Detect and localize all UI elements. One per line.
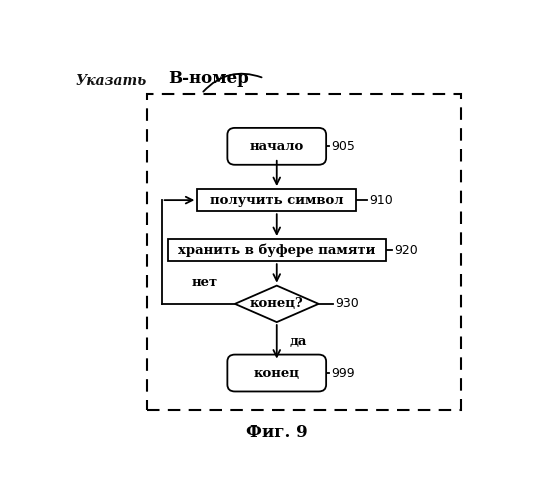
FancyBboxPatch shape xyxy=(227,355,326,392)
Text: Фиг. 9: Фиг. 9 xyxy=(246,424,308,441)
Text: Указать: Указать xyxy=(76,74,147,88)
Text: 999: 999 xyxy=(331,367,355,380)
Text: 910: 910 xyxy=(369,194,393,207)
Text: хранить в буфере памяти: хранить в буфере памяти xyxy=(178,244,375,257)
Text: конец: конец xyxy=(254,367,300,380)
Text: В-номер: В-номер xyxy=(168,70,249,87)
FancyBboxPatch shape xyxy=(227,128,326,165)
Text: получить символ: получить символ xyxy=(210,194,343,207)
Bar xyxy=(197,189,356,211)
Text: 920: 920 xyxy=(394,244,417,256)
Text: начало: начало xyxy=(249,140,304,153)
Text: 930: 930 xyxy=(335,297,359,310)
Polygon shape xyxy=(235,285,319,322)
Text: да: да xyxy=(289,335,307,348)
Bar xyxy=(168,239,386,261)
Text: конец?: конец? xyxy=(250,297,303,310)
Text: нет: нет xyxy=(192,276,218,289)
Text: 905: 905 xyxy=(331,140,355,153)
